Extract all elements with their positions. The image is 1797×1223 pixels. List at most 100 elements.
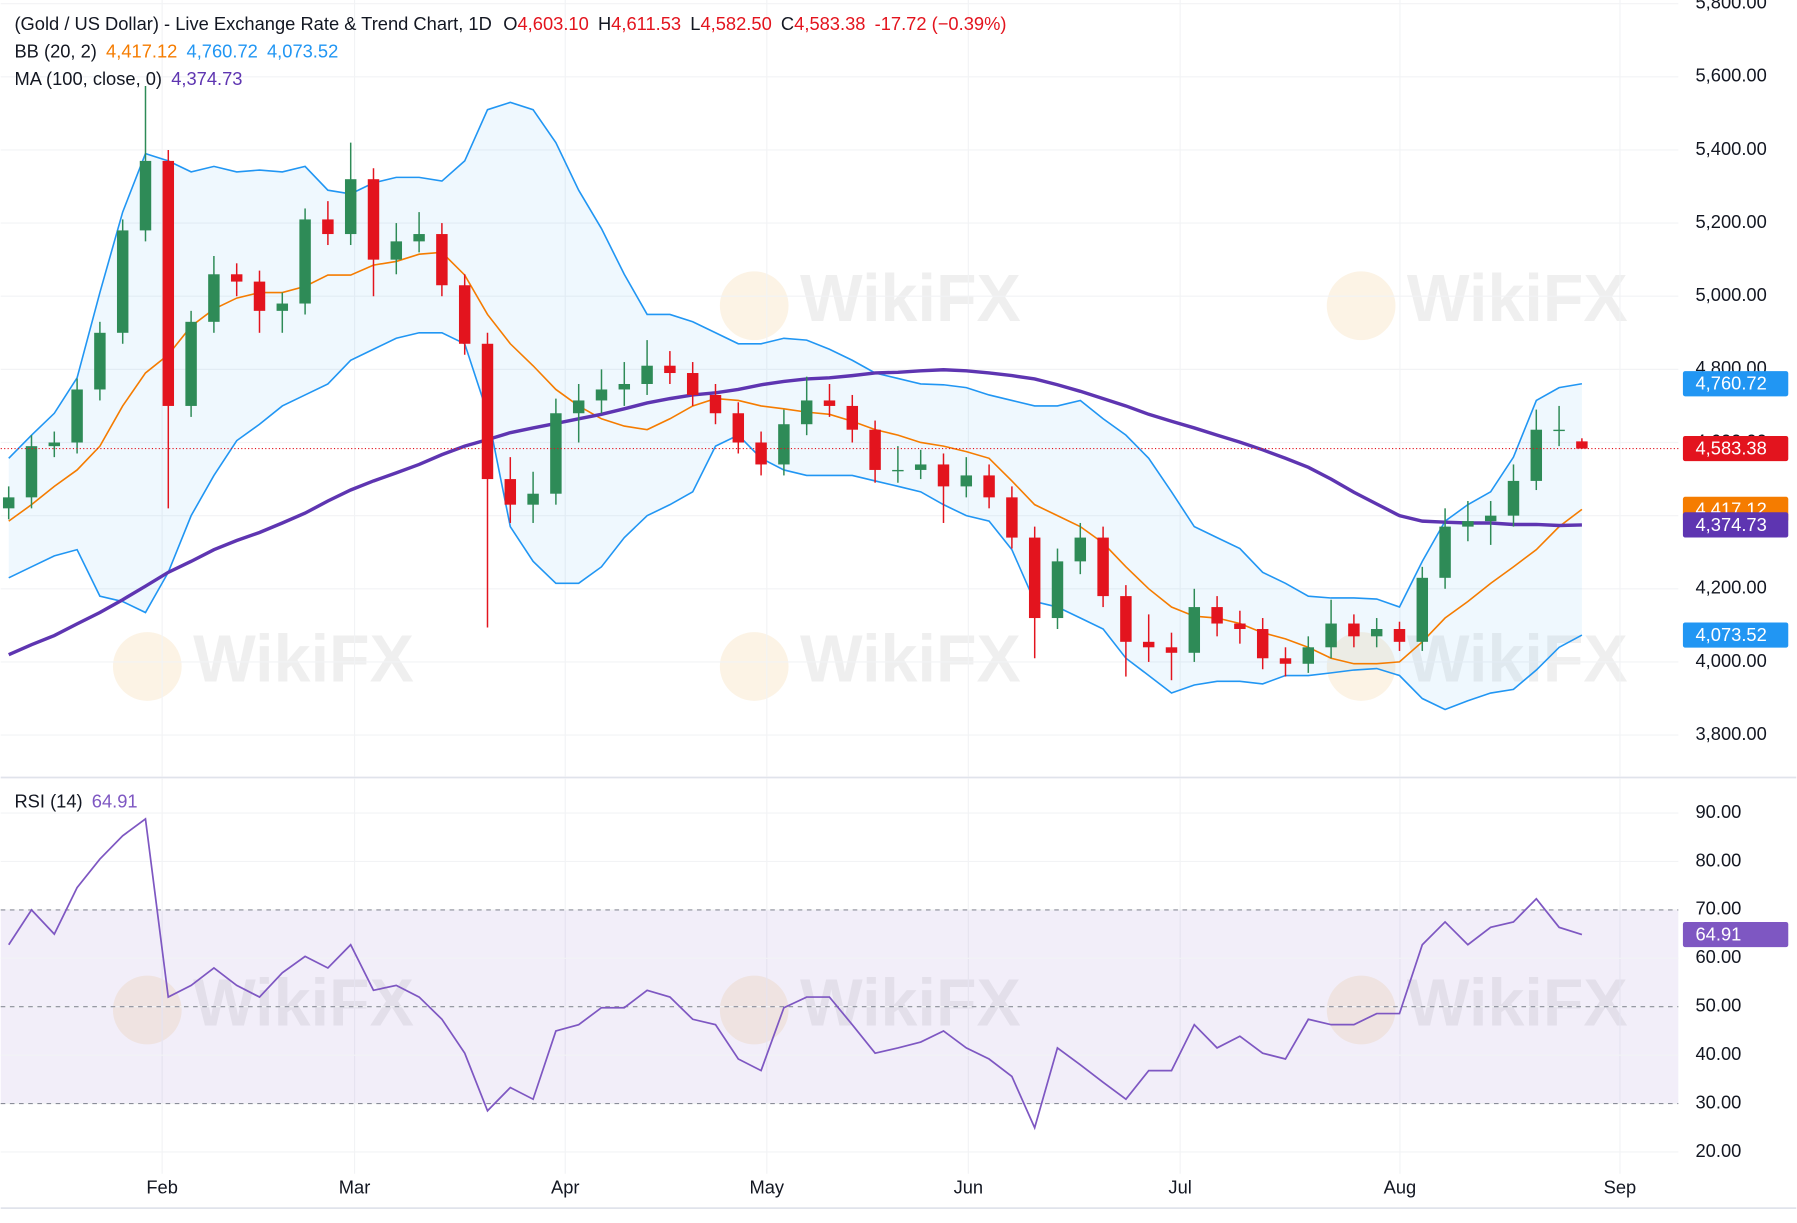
candle-body: [1142, 641, 1155, 648]
candle-body: [1097, 537, 1109, 597]
candle-body: [1393, 629, 1406, 642]
candle-body: [139, 160, 152, 231]
watermark-logo: [719, 975, 789, 1045]
y-tick-label: 5,200.00: [1696, 211, 1767, 232]
candle-body: [413, 234, 425, 242]
bb-basis-line: [8, 251, 1583, 665]
candle-body: [1211, 607, 1223, 624]
watermark: WikiFX: [800, 262, 1021, 336]
candle-body: [162, 160, 175, 406]
legend-text: 4,582.50: [700, 13, 771, 34]
candle-body: [1074, 537, 1087, 562]
candle-body: [1507, 480, 1520, 516]
watermark: WikiFX: [193, 623, 414, 697]
candle-body: [686, 373, 699, 395]
legend-text: -17.72 (−0.39%): [875, 13, 1007, 34]
bb-lower-line: [8, 331, 1583, 711]
candle-body: [230, 274, 243, 282]
candle-body: [344, 179, 357, 235]
candle-body: [299, 219, 311, 304]
candle-body: [960, 475, 973, 487]
x-tick-label: May: [749, 1176, 784, 1197]
price-label: 4,374.73: [1696, 514, 1767, 535]
watermark: WikiFX: [1407, 966, 1628, 1040]
candle-body: [1302, 647, 1315, 664]
candle-body: [1256, 629, 1269, 659]
watermark: WikiFX: [193, 966, 414, 1040]
candle-body: [618, 383, 631, 390]
bb-fill: [8, 102, 1582, 710]
y-tick-label: 70.00: [1696, 898, 1742, 919]
x-tick-label: Jul: [1168, 1176, 1191, 1197]
legend-text: 4,760.72: [187, 41, 258, 62]
price-label-box: [1682, 371, 1789, 397]
legend-text: 64.91: [92, 791, 138, 812]
candle-body: [1348, 623, 1360, 637]
candle-body: [892, 469, 904, 472]
candle-body: [1576, 441, 1588, 449]
watermark: WikiFX: [800, 623, 1021, 697]
candle-body: [48, 442, 61, 447]
price-label-box: [1682, 512, 1789, 538]
candle-body: [869, 429, 881, 470]
watermark-logo: [112, 632, 182, 701]
y-tick-label: 4,200.00: [1696, 577, 1767, 598]
candle-body: [1416, 577, 1429, 642]
watermark-logo: [719, 632, 789, 701]
candle-body: [367, 179, 380, 260]
candle-body: [1370, 629, 1383, 637]
legend-text: MA (100, close, 0): [14, 68, 162, 89]
price-label-box: [1682, 921, 1789, 948]
x-tick-label: Sep: [1604, 1176, 1637, 1197]
x-tick-label: Aug: [1384, 1176, 1417, 1197]
y-tick-label: 90.00: [1696, 801, 1742, 822]
candle-body: [1188, 607, 1201, 653]
candle-body: [527, 493, 539, 505]
legend-line: BB (20, 2) 4,417.12 4,760.72 4,073.52: [14, 41, 338, 62]
candle-body: [390, 241, 403, 260]
candle-body: [208, 274, 220, 322]
label-layer: Feb Mar Apr May Jun Jul Aug Sep 3,800.00 4,000.00…: [14, 0, 1789, 1197]
price-label-box: [1682, 622, 1789, 648]
y-tick-label: 5,000.00: [1696, 284, 1767, 305]
candle-body: [116, 230, 129, 333]
price-label: 64.91: [1696, 924, 1742, 945]
candle-body: [253, 281, 266, 311]
candle-body: [1553, 429, 1565, 432]
bb-upper-line: [8, 101, 1583, 609]
candle-body: [94, 332, 106, 390]
candle-body: [25, 446, 38, 498]
price-label: 4,583.38: [1696, 438, 1767, 459]
candle-body: [1165, 647, 1178, 653]
watermark: WikiFX: [1407, 623, 1628, 697]
candle-body: [1279, 658, 1292, 664]
y-tick-label: 50.00: [1696, 995, 1742, 1016]
legend-text: 4,603.10: [518, 13, 589, 34]
candle-body: [1006, 497, 1018, 538]
legend-text: RSI (14): [14, 791, 82, 812]
watermark-logo: [1326, 975, 1396, 1045]
y-tick-label: 5,600.00: [1696, 65, 1767, 86]
candle-body: [1462, 521, 1474, 527]
y-tick-label: 5,800.00: [1696, 0, 1767, 13]
y-tick-label: 20.00: [1696, 1140, 1742, 1161]
legend-line: MA (100, close, 0) 4,374.73: [14, 68, 242, 89]
x-tick-label: Feb: [146, 1176, 178, 1197]
candle-body: [1530, 429, 1543, 481]
legend-text: 4,374.73: [171, 68, 242, 89]
plot-layer: [0, 85, 1679, 1131]
legend-text: (Gold / US Dollar) - Live Exchange Rate …: [14, 13, 491, 34]
watermark-logo: [719, 271, 789, 341]
y-tick-label: 60.00: [1696, 946, 1742, 967]
x-tick-label: Mar: [339, 1176, 371, 1197]
watermark: WikiFX: [1407, 262, 1628, 336]
y-tick-label: 4,000.00: [1696, 650, 1767, 671]
legend-text: L: [690, 13, 700, 34]
candle-body: [755, 442, 767, 465]
legend-line: RSI (14) 64.91: [14, 791, 137, 812]
candle-body: [846, 405, 859, 430]
